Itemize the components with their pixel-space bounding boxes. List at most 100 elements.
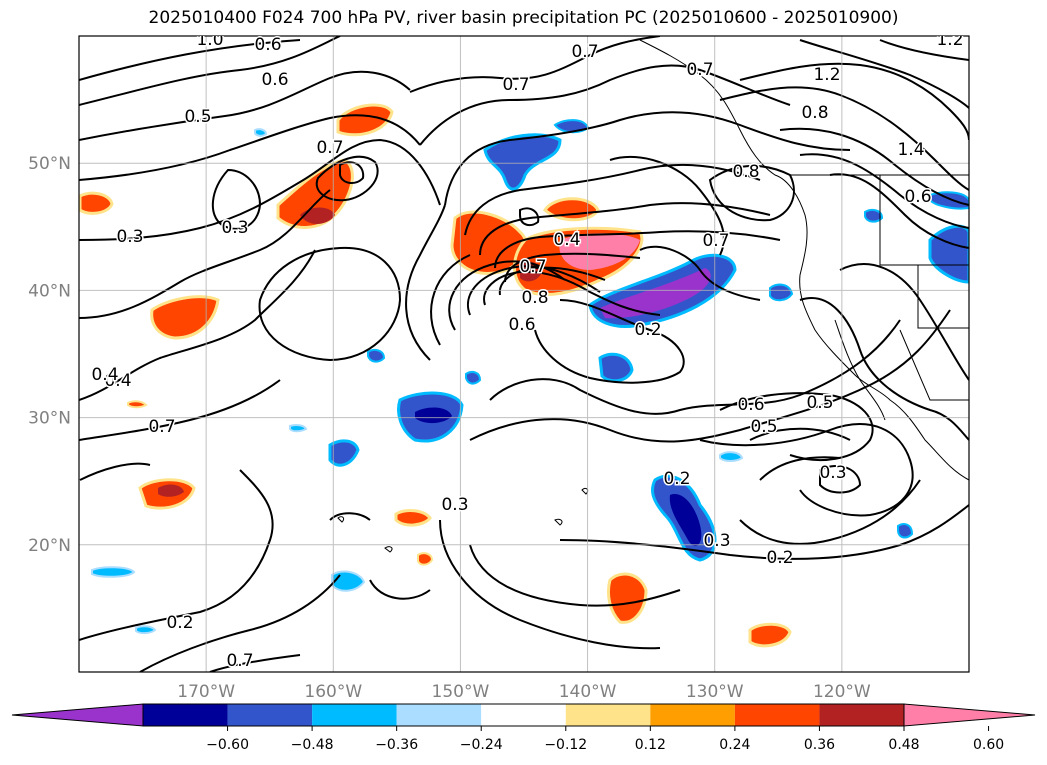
precip-blob (669, 494, 702, 546)
contour-label: 0.3 (703, 531, 730, 551)
precip-blob (254, 128, 268, 137)
coastlines (337, 39, 969, 553)
precip-blob (91, 566, 136, 578)
lon-tick-label: 170°W (177, 682, 235, 702)
map-gridlines (79, 36, 969, 672)
precip-blob (769, 283, 794, 302)
colorbar-tick-label: −0.12 (544, 737, 587, 753)
colorbar-swatch (227, 704, 313, 726)
precip-blob (417, 552, 434, 566)
colorbar-tick-label: −0.48 (291, 737, 334, 753)
contour-label: 1.4 (897, 140, 924, 160)
contour-label: 0.7 (686, 60, 713, 80)
colorbar-swatch (650, 704, 735, 726)
precip-blob (559, 233, 640, 270)
lat-tick-label: 40°N (28, 281, 71, 301)
contour-label: 1.2 (813, 65, 840, 85)
lon-tick-label: 140°W (559, 682, 617, 702)
colorbar-swatch (734, 704, 820, 726)
precip-blob (158, 484, 184, 497)
contour-label: 0.7 (571, 42, 598, 62)
latitude-tick-labels: 20°N 30°N 40°N 50°N (28, 154, 71, 556)
precip-blob (483, 133, 562, 191)
lon-tick-label: 150°W (432, 682, 490, 702)
precip-blob (289, 424, 308, 433)
contour-label: 0.3 (116, 227, 143, 247)
pv-contours (79, 36, 969, 672)
colorbar-tick-label: 0.12 (635, 737, 666, 753)
contour-label: 0.6 (261, 70, 288, 90)
contour-label: 0.3 (221, 218, 248, 238)
contour-label: 0.4 (91, 365, 118, 385)
contour-label: 0.5 (806, 393, 833, 413)
precip-blob (79, 191, 114, 215)
contour-label: 0.6 (737, 395, 764, 415)
lon-tick-label: 120°W (813, 682, 871, 702)
contour-label: 0.7 (519, 257, 546, 277)
colorbar: −0.60 −0.48 −0.36 −0.24 −0.12 0.12 0.24 0.36 0.4… (11, 703, 1036, 753)
chart-title: 2025010400 F024 700 hPa PV, river basin … (148, 8, 899, 28)
precip-blob (328, 439, 360, 467)
contour-label: 0.3 (441, 495, 468, 515)
lat-tick-label: 50°N (28, 154, 71, 174)
colorbar-tick-label: 0.60 (973, 737, 1004, 753)
contour-label: 0.8 (732, 162, 759, 182)
contour-labels: 1.0 0.60.60.50.70.70.70.71.21.20.81.40.80… (90, 30, 965, 672)
precip-blob (394, 509, 432, 527)
precip-blob (465, 371, 482, 385)
longitude-tick-labels: 170°W 160°W 150°W 140°W 130°W 120°W (177, 682, 871, 702)
precip-blob (606, 572, 648, 624)
colorbar-swatch (565, 704, 651, 726)
colorbar-tick-label: −0.36 (375, 737, 418, 753)
contour-label: 0.2 (766, 548, 793, 568)
precip-blob (897, 523, 914, 539)
precip-blob (929, 191, 969, 210)
contour-label: 0.5 (750, 417, 777, 437)
precipitation-shading (79, 103, 969, 648)
contour-label: 0.8 (801, 103, 828, 123)
lat-tick-label: 20°N (28, 536, 71, 556)
contour-label: 1.2 (936, 30, 963, 50)
contour-label: 0.3 (819, 463, 846, 483)
contour-label: 0.7 (148, 417, 175, 437)
contour-label: 1.0 (196, 30, 223, 50)
colorbar-tick-label: −0.60 (206, 737, 249, 753)
contour-label: 0.4 (553, 230, 580, 250)
precip-blob (928, 224, 969, 284)
contour-label: 0.4 (104, 371, 131, 391)
contour-label: 0.7 (502, 75, 529, 95)
contour-label: 0.2 (663, 469, 690, 489)
colorbar-frame (142, 703, 905, 727)
contour-label: 0.2 (634, 320, 661, 340)
contour-label: 0.8 (521, 288, 548, 308)
precip-blob (415, 407, 452, 424)
precip-blob (598, 352, 634, 383)
colorbar-tick-label: −0.24 (460, 737, 503, 753)
colorbar-swatch (143, 704, 228, 726)
precip-blob (150, 295, 220, 340)
colorbar-tick-label: 0.48 (888, 737, 919, 753)
precip-blob (719, 451, 744, 462)
precip-blob (336, 103, 394, 137)
colorbar-swatch (819, 704, 904, 726)
colorbar-extend-low (11, 703, 144, 727)
precip-blob (864, 209, 884, 223)
contour-label: 0.7 (702, 231, 729, 251)
contour-label: 0.7 (226, 651, 253, 671)
contour-label: 0.7 (316, 138, 343, 158)
contour-label: 0.5 (184, 107, 211, 127)
map-frame (78, 35, 970, 673)
precip-blob (367, 349, 386, 363)
precip-blob (748, 622, 792, 648)
colorbar-swatch (396, 704, 482, 726)
precip-blob (127, 400, 148, 409)
contour-label: 0.6 (254, 35, 281, 55)
lon-tick-label: 130°W (686, 682, 744, 702)
lon-tick-label: 160°W (304, 682, 362, 702)
precip-blob (331, 570, 366, 592)
colorbar-swatch (312, 704, 397, 726)
contour-label: 0.6 (904, 187, 931, 207)
precip-blob (276, 158, 354, 229)
precip-blob (135, 625, 157, 635)
